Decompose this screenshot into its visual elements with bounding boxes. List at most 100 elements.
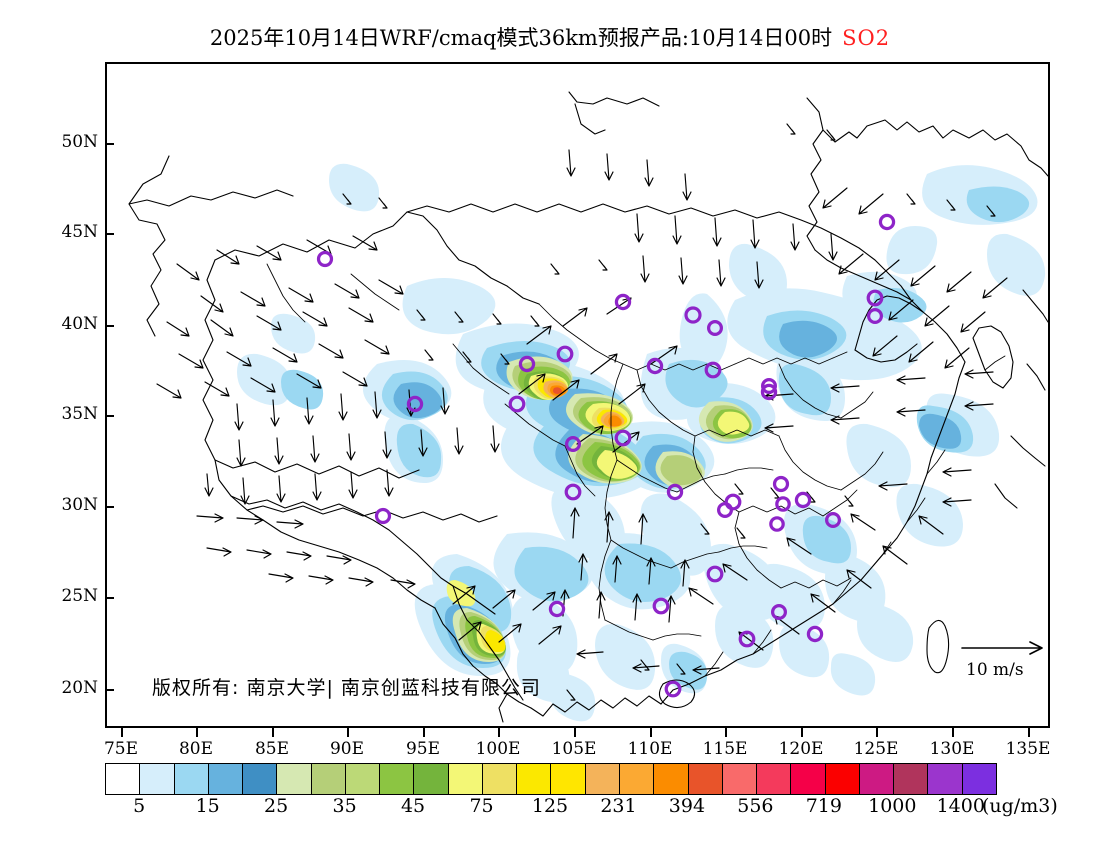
station-marker[interactable] bbox=[666, 483, 684, 501]
station-marker[interactable] bbox=[564, 483, 582, 501]
colorbar-swatch[interactable] bbox=[517, 764, 552, 794]
colorbar-tick-label: 5 bbox=[133, 795, 146, 817]
xtick-mark-105e bbox=[574, 728, 576, 737]
colorbar-swatch[interactable] bbox=[243, 764, 278, 794]
station-marker[interactable] bbox=[878, 213, 896, 231]
xtick-mark-90e bbox=[347, 728, 349, 737]
colorbar-swatch[interactable] bbox=[585, 764, 620, 794]
station-marker[interactable] bbox=[738, 630, 756, 648]
ytick-label-30n: 30N bbox=[61, 495, 98, 515]
station-marker[interactable] bbox=[316, 250, 334, 268]
colorbar-swatch[interactable] bbox=[106, 764, 141, 794]
map-canvas bbox=[128, 91, 1048, 723]
station-marker[interactable] bbox=[684, 306, 702, 324]
station-marker[interactable] bbox=[614, 429, 632, 447]
colorbar-swatch[interactable] bbox=[859, 764, 895, 794]
xtick-label-135e: 135E bbox=[1005, 739, 1051, 759]
station-marker[interactable] bbox=[664, 680, 682, 698]
colorbar-swatch[interactable] bbox=[482, 764, 518, 794]
colorbar-swatch[interactable] bbox=[551, 764, 586, 794]
station-marker[interactable] bbox=[760, 383, 778, 401]
station-marker[interactable] bbox=[716, 502, 733, 519]
xtick-mark-125e bbox=[876, 728, 878, 737]
colorbar-swatch[interactable] bbox=[894, 764, 929, 794]
station-marker[interactable] bbox=[724, 493, 742, 511]
station-marker[interactable] bbox=[706, 565, 724, 583]
station-markers[interactable] bbox=[316, 213, 896, 698]
xtick-mark-85e bbox=[272, 728, 274, 737]
ytick-mark-20n bbox=[105, 689, 114, 691]
station-marker[interactable] bbox=[518, 355, 536, 373]
xtick-label-75e: 75E bbox=[103, 739, 139, 759]
xtick-mark-95e bbox=[423, 728, 425, 737]
station-marker[interactable] bbox=[548, 600, 566, 618]
ytick-label-45n: 45N bbox=[61, 222, 98, 242]
colorbar-swatch[interactable] bbox=[174, 764, 209, 794]
colorbar-swatch[interactable] bbox=[654, 764, 689, 794]
colorbar-swatch[interactable] bbox=[277, 764, 312, 794]
ytick-label-20n: 20N bbox=[61, 678, 98, 698]
colorbar-tick-label: 394 bbox=[668, 795, 706, 817]
colorbar-tick-label: 1400 bbox=[936, 795, 985, 817]
station-marker[interactable] bbox=[769, 516, 785, 532]
xtick-label-100e: 100E bbox=[475, 739, 521, 759]
ytick-mark-30n bbox=[105, 506, 114, 508]
colorbar-swatch[interactable] bbox=[619, 764, 655, 794]
station-marker[interactable] bbox=[866, 308, 883, 325]
page-title: 2025年10月14日WRF/cmaq模式36km预报产品:10月14日00时 S… bbox=[0, 22, 1100, 52]
station-marker[interactable] bbox=[772, 475, 790, 493]
colorbar-swatch[interactable] bbox=[791, 764, 826, 794]
station-marker[interactable] bbox=[706, 320, 723, 337]
xtick-label-90e: 90E bbox=[329, 739, 365, 759]
station-marker[interactable] bbox=[406, 395, 424, 413]
colorbar-tick-label: 35 bbox=[332, 795, 357, 817]
colorbar-swatch[interactable] bbox=[757, 764, 792, 794]
station-marker[interactable] bbox=[374, 507, 392, 525]
station-marker[interactable] bbox=[652, 597, 670, 615]
colorbar-tick-label: 45 bbox=[400, 795, 426, 817]
colorbar[interactable] bbox=[105, 763, 997, 795]
station-marker[interactable] bbox=[794, 491, 812, 509]
colorbar-swatch[interactable] bbox=[722, 764, 758, 794]
colorbar-swatch[interactable] bbox=[380, 764, 415, 794]
colorbar-swatch[interactable] bbox=[311, 764, 346, 794]
xtick-label-105e: 105E bbox=[551, 739, 597, 759]
ytick-label-25n: 25N bbox=[61, 586, 98, 606]
colorbar-swatch[interactable] bbox=[414, 764, 449, 794]
xtick-mark-130e bbox=[952, 728, 954, 737]
station-marker[interactable] bbox=[760, 378, 777, 395]
colorbar-swatch[interactable] bbox=[448, 764, 483, 794]
ytick-mark-35n bbox=[105, 415, 114, 417]
colorbar-tick-label: 1000 bbox=[868, 795, 917, 817]
colorbar-swatch[interactable] bbox=[345, 764, 381, 794]
colorbar-swatch[interactable] bbox=[140, 764, 175, 794]
wind-vectors bbox=[156, 123, 1008, 701]
station-marker[interactable] bbox=[704, 361, 722, 379]
station-marker[interactable] bbox=[824, 512, 841, 529]
ytick-mark-40n bbox=[105, 325, 114, 327]
station-marker[interactable] bbox=[646, 357, 664, 375]
colorbar-swatch[interactable] bbox=[825, 764, 860, 794]
station-marker[interactable] bbox=[565, 436, 582, 453]
station-marker[interactable] bbox=[770, 603, 787, 620]
colorbar-swatch[interactable] bbox=[688, 764, 723, 794]
map-plot-area[interactable] bbox=[105, 62, 1050, 728]
colorbar-swatch[interactable] bbox=[962, 764, 996, 794]
colorbar-unit-label: (ug/m3) bbox=[982, 795, 1058, 817]
station-marker[interactable] bbox=[806, 625, 824, 643]
colorbar-swatch[interactable] bbox=[208, 764, 244, 794]
xtick-mark-120e bbox=[801, 728, 803, 737]
station-marker[interactable] bbox=[866, 289, 884, 307]
station-marker[interactable] bbox=[556, 345, 574, 363]
station-marker[interactable] bbox=[775, 496, 791, 512]
station-marker[interactable] bbox=[614, 293, 632, 311]
xtick-mark-110e bbox=[650, 728, 652, 737]
station-marker[interactable] bbox=[508, 395, 526, 413]
colorbar-tick-label: 125 bbox=[531, 795, 569, 817]
colorbar-tick-labels: 5 15 25 35 45 75 125 231 394 556 719 1000 1400 bbox=[105, 795, 995, 819]
xtick-label-130e: 130E bbox=[929, 739, 975, 759]
xtick-label-110e: 110E bbox=[627, 739, 673, 759]
colorbar-swatch[interactable] bbox=[928, 764, 963, 794]
xtick-label-80e: 80E bbox=[178, 739, 214, 759]
